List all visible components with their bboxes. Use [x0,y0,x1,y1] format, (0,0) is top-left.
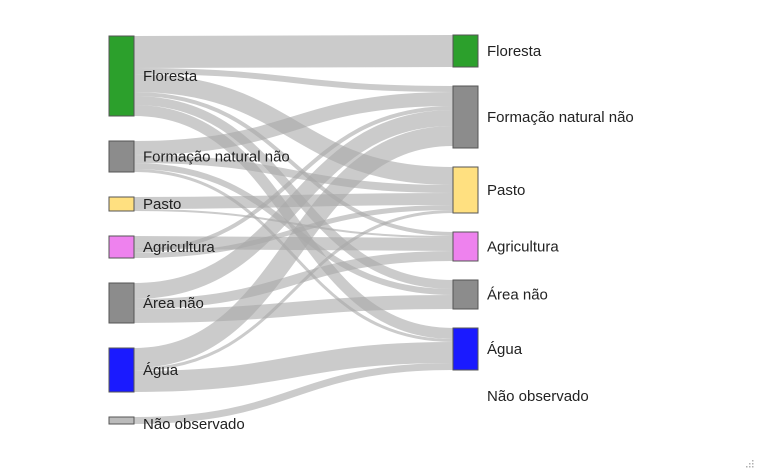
left-node-5[interactable] [108,347,135,393]
left-node-label-4: Área não [143,295,204,312]
sankey-nodes [108,34,479,425]
left-node-1[interactable] [108,140,135,173]
left-node-label-1: Formação natural não [143,149,290,166]
right-node-3[interactable] [452,231,479,262]
right-node-4[interactable] [452,279,479,310]
sankey-link[interactable] [133,92,454,236]
sankey-labels: Floresta Formação natural não Pasto Agricul… [143,43,634,433]
right-node-label-2: Pasto [487,182,525,199]
sankey-link[interactable] [133,295,454,323]
right-node-label-3: Agricultura [487,239,559,256]
resize-grip-icon[interactable] [744,458,754,468]
sankey-link[interactable] [133,106,454,253]
sankey-link[interactable] [133,251,454,309]
left-node-6[interactable] [108,416,135,425]
right-node-label-5: Água [487,341,523,358]
sankey-link[interactable] [133,35,454,68]
sankey-link[interactable] [133,105,454,339]
right-node-2[interactable] [452,166,479,214]
left-node-0[interactable] [108,35,135,117]
left-node-2[interactable] [108,196,135,212]
sankey-link[interactable] [133,96,454,289]
right-node-label-0: Floresta [487,43,542,60]
sankey-link[interactable] [133,209,454,238]
sankey-link[interactable] [133,155,454,193]
left-node-3[interactable] [108,235,135,259]
right-node-0[interactable] [452,34,479,68]
sankey-link[interactable] [133,110,454,299]
right-node-label-6: Não observado [487,388,589,405]
left-node-label-6: Não observado [143,416,245,433]
right-node-label-1: Formação natural não [487,109,634,126]
right-node-5[interactable] [452,327,479,371]
left-node-label-5: Água [143,362,179,379]
sankey-link[interactable] [133,363,454,424]
sankey-link[interactable] [133,92,454,155]
left-node-4[interactable] [108,282,135,324]
sankey-links [133,35,454,424]
right-node-1[interactable] [452,85,479,149]
left-node-label-0: Floresta [143,68,198,85]
right-node-label-4: Área não [487,287,548,304]
left-node-label-2: Pasto [143,196,181,213]
sankey-link[interactable] [133,126,454,368]
sankey-link[interactable] [133,68,454,92]
sankey-link[interactable] [133,210,454,371]
left-node-label-3: Agricultura [143,239,215,256]
sankey-link[interactable] [133,342,454,392]
